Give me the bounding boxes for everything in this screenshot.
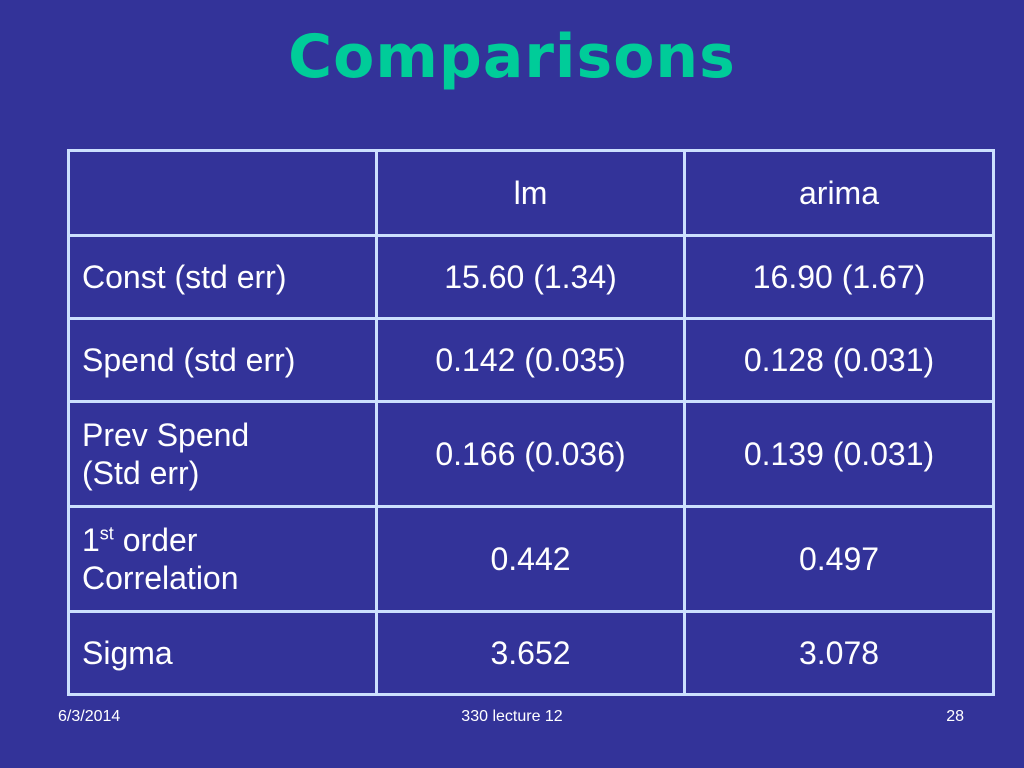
row-label: 1st order Correlation [67,505,378,613]
footer-date: 6/3/2014 [58,708,121,725]
row-label-line2: (Std err) [82,455,200,491]
arima-value: 0.139 (0.031) [683,400,995,508]
lm-value: 15.60 (1.34) [375,234,686,320]
footer-page-number: 28 [946,708,964,725]
row-label-line2: Correlation [82,560,239,596]
table-row: Const (std err) 15.60 (1.34) 16.90 (1.67… [67,234,995,320]
lm-value: 0.442 [375,505,686,613]
row-label-line1: order [113,522,198,558]
slide-title: Comparisons [288,22,736,92]
header-cell-arima: arima [683,149,995,237]
footer-center-text: 330 lecture 12 [461,708,563,725]
arima-value: 0.497 [683,505,995,613]
arima-value: 16.90 (1.67) [683,234,995,320]
table-row: Spend (std err) 0.142 (0.035) 0.128 (0.0… [67,317,995,403]
row-label-superscript: st [99,523,114,544]
row-label: Spend (std err) [67,317,378,403]
row-label: Const (std err) [67,234,378,320]
header-cell-lm: lm [375,149,686,237]
lm-value: 0.166 (0.036) [375,400,686,508]
lm-value: 0.142 (0.035) [375,317,686,403]
header-cell-empty [67,149,378,237]
lm-value: 3.652 [375,610,686,696]
row-label: Sigma [67,610,378,696]
table-header-row: lm arima [67,149,995,237]
table-row: Prev Spend (Std err) 0.166 (0.036) 0.139… [67,400,995,508]
arima-value: 0.128 (0.031) [683,317,995,403]
table-row: 1st order Correlation 0.442 0.497 [67,505,995,613]
table-row: Sigma 3.652 3.078 [67,610,995,696]
arima-value: 3.078 [683,610,995,696]
comparison-table: lm arima Const (std err) 15.60 (1.34) 16… [67,149,995,696]
row-label: Prev Spend (Std err) [67,400,378,508]
row-label-prefix: 1 [82,522,100,558]
row-label-line1: Prev Spend [82,417,250,453]
